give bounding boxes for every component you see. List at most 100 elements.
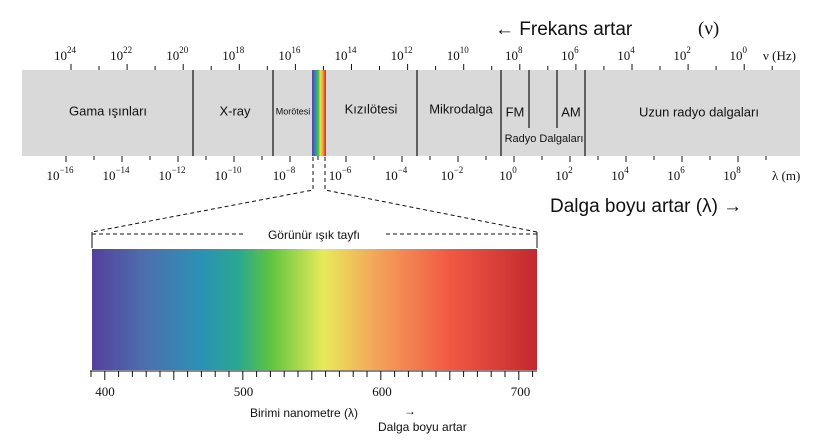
base: 10	[54, 48, 67, 63]
wavelength-tick-label: 10−14	[102, 165, 130, 183]
wavelength-tick-label: 10−8	[273, 165, 296, 183]
region-label: Uzun radyo dalgaları	[639, 104, 759, 119]
wavelength-tick-label: 102	[555, 165, 573, 183]
scale-label: 500	[234, 384, 254, 399]
wavelength-tick-label: 108	[723, 165, 741, 183]
exponent: −8	[286, 165, 296, 175]
direction-label: Dalga boyu artar	[378, 420, 467, 434]
exponent: 6	[680, 165, 685, 175]
base: 10	[447, 48, 460, 63]
frequency-tick-label: 1018	[222, 45, 245, 63]
region-label: Morötesi	[276, 106, 311, 116]
visible-title: Görünür ışık tayfı	[268, 228, 360, 242]
base: 10	[729, 48, 742, 63]
exponent: −6	[342, 165, 352, 175]
frequency-tick-label: 1022	[110, 45, 132, 63]
frequency-tick-label: 108	[505, 45, 523, 63]
zoom-lines	[91, 157, 538, 235]
frequency-symbol: (ν)	[698, 18, 719, 39]
title-bg	[245, 227, 383, 243]
exponent: 6	[574, 45, 579, 55]
frequency-tick-label: 1014	[335, 45, 358, 63]
wavelength-tick-label: 10−12	[158, 165, 185, 183]
frequency-tick-label: 1020	[166, 45, 189, 63]
region-label: Kızılötesi	[345, 101, 398, 116]
scale-label: 700	[511, 384, 531, 399]
exponent: −12	[171, 165, 185, 175]
exponent: 14	[348, 45, 358, 55]
wavelength-tick-label: 100	[499, 165, 517, 183]
exponent: 20	[179, 45, 189, 55]
wavelength-unit: λ (m)	[772, 168, 800, 183]
region-label: Radyo Dalgaları	[505, 133, 584, 145]
exponent: 2	[686, 45, 691, 55]
frequency-tick-label: 104	[617, 45, 635, 63]
visible-spectrum	[92, 249, 537, 370]
wavelength-tick-label: 10−4	[385, 165, 408, 183]
base: 10	[441, 168, 454, 183]
base: 10	[335, 48, 348, 63]
base: 10	[329, 168, 342, 183]
exponent: 18	[235, 45, 245, 55]
exponent: 10	[460, 45, 470, 55]
frequency-tick-label: 106	[561, 45, 579, 63]
base: 10	[110, 48, 123, 63]
base: 10	[214, 168, 227, 183]
base: 10	[723, 168, 736, 183]
arrow: →	[404, 404, 416, 418]
base: 10	[166, 48, 179, 63]
exponent: 8	[736, 165, 741, 175]
wavelength-tick-label: 10−6	[329, 165, 352, 183]
exponent: 16	[291, 45, 301, 55]
frequency-tick-label: 1024	[54, 45, 77, 63]
frequency-tick-label: 102	[673, 45, 691, 63]
base: 10	[222, 48, 235, 63]
base: 10	[46, 168, 59, 183]
base: 10	[673, 48, 686, 63]
ruler-ticks	[90, 371, 534, 380]
wavelength-label: Dalga boyu artar (λ) →	[550, 196, 742, 217]
base: 10	[611, 168, 624, 183]
exponent: 0	[742, 45, 747, 55]
dividers	[192, 70, 586, 156]
base: 10	[158, 168, 171, 183]
exponent: 0	[512, 165, 517, 175]
wavelength-tick-label: 106	[667, 165, 685, 183]
region-label: X-ray	[219, 103, 251, 118]
bracket-ends	[91, 232, 538, 248]
exponent: 2	[568, 165, 573, 175]
visible-strip	[312, 70, 326, 156]
exponent: 24	[67, 45, 77, 55]
scale-label: 600	[372, 384, 392, 399]
exponent: −2	[454, 165, 464, 175]
exponent: −10	[227, 165, 242, 175]
frequency-tick-label: 100	[729, 45, 747, 63]
exponent: −14	[115, 165, 130, 175]
exponent: 22	[123, 45, 132, 55]
frequency-unit: ν (Hz)	[763, 48, 796, 63]
wavelength-tick-label: 104	[611, 165, 629, 183]
base: 10	[561, 48, 574, 63]
exponent: 12	[404, 45, 413, 55]
region-label: Mikrodalga	[429, 101, 493, 116]
spectrum-bar	[22, 70, 800, 156]
region-label: Gama ışınları	[69, 103, 147, 118]
frequency-label: ← Frekans artar	[495, 19, 633, 40]
exponent: −16	[59, 165, 74, 175]
exponent: 8	[518, 45, 523, 55]
scale-label: 400	[95, 384, 115, 399]
base: 10	[385, 168, 398, 183]
region-label: FM	[506, 104, 525, 119]
exponent: 4	[624, 165, 629, 175]
frequency-tick-label: 1016	[278, 45, 301, 63]
base: 10	[391, 48, 404, 63]
wavelength-tick-label: 10−2	[441, 165, 464, 183]
frequency-tick-label: 1012	[391, 45, 413, 63]
wavelength-tick-label: 10−16	[46, 165, 74, 183]
exponent: 4	[630, 45, 635, 55]
frequency-tick-label: 1010	[447, 45, 470, 63]
wavelength-tick-label: 10−10	[214, 165, 242, 183]
base: 10	[667, 168, 680, 183]
base: 10	[555, 168, 568, 183]
